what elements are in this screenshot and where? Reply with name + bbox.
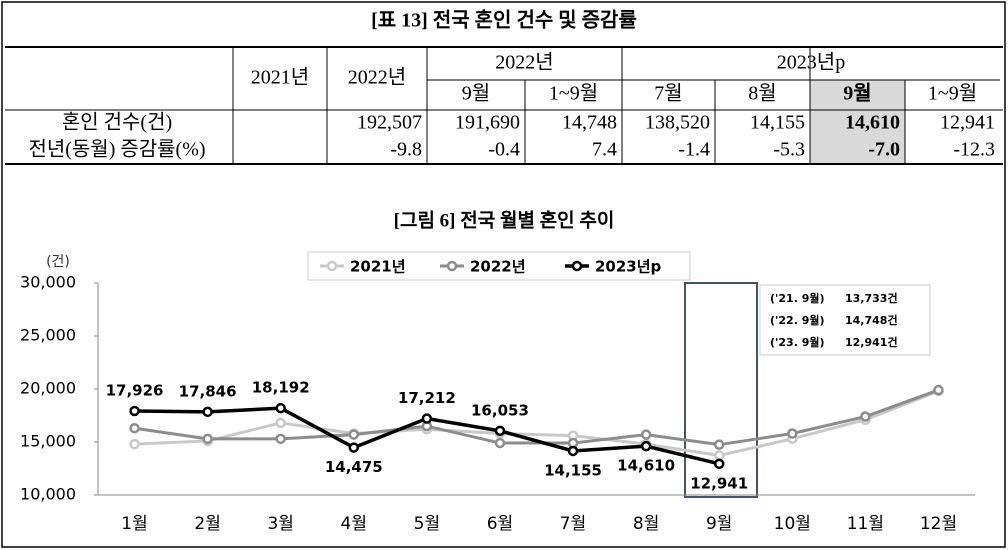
table-cell: 7.4: [592, 139, 617, 161]
table-cell: 191,690: [455, 112, 520, 134]
x-tick-label: 2월: [194, 514, 220, 534]
data-label: 17,846: [179, 382, 237, 400]
table-cell: -5.3: [773, 139, 805, 161]
data-label: 18,192: [252, 379, 310, 397]
data-label: 14,155: [544, 461, 602, 479]
data-label: 14,475: [325, 458, 383, 476]
annotation-label: ('22. 9월): [770, 313, 825, 327]
table-cell: 138,520: [645, 112, 710, 134]
annotation-label: ('21. 9월): [770, 291, 825, 305]
data-point: [275, 417, 286, 429]
month-header: 7월: [654, 82, 682, 105]
data-point: [129, 422, 140, 434]
table-cell: 14,610: [845, 112, 900, 134]
data-point: [202, 433, 213, 445]
x-tick-label: 4월: [341, 514, 367, 534]
y-tick-label: 15,000: [20, 432, 76, 451]
data-point: [494, 437, 506, 449]
annotation-label: ('23. 9월): [770, 335, 825, 349]
data-label: 16,053: [471, 401, 529, 419]
month-header: 1~9월: [549, 82, 598, 105]
x-tick-label: 6월: [487, 514, 513, 534]
data-point: [421, 413, 433, 424]
x-tick-label: 10월: [774, 514, 811, 534]
data-point: [275, 433, 286, 445]
column-header: 2021년: [251, 66, 309, 89]
data-point: [860, 411, 871, 422]
data-point: [129, 405, 140, 417]
table-cell: -12.3: [953, 139, 995, 161]
data-point: [640, 429, 652, 440]
month-header: 8월: [748, 82, 776, 105]
x-tick-label: 12월: [920, 514, 957, 534]
data-point: [348, 442, 360, 453]
data-label: 12,941: [690, 474, 748, 492]
table-cell: -0.4: [488, 139, 520, 161]
legend-marker: [571, 260, 583, 272]
group-header: 2022년: [495, 51, 553, 74]
data-point: [713, 458, 725, 470]
legend-marker: [326, 260, 338, 272]
data-point: [275, 402, 286, 414]
data-point: [933, 384, 944, 396]
table-cell: -1.4: [678, 139, 710, 161]
legend-label: 2021년: [350, 258, 406, 276]
data-point: [348, 429, 360, 440]
y-tick-label: 30,000: [20, 273, 76, 292]
x-tick-label: 3월: [267, 514, 293, 534]
column-header: 2022년: [348, 66, 406, 89]
x-tick-label: 7월: [560, 514, 586, 534]
y-tick-label: 10,000: [20, 485, 76, 504]
data-label: 17,926: [106, 381, 164, 399]
series-line: [134, 389, 940, 457]
group-header: 2023년p: [777, 51, 845, 74]
y-tick-label: 20,000: [20, 379, 76, 398]
data-point: [202, 406, 213, 418]
data-point: [494, 425, 506, 437]
series-line: [134, 388, 939, 447]
data-point: [640, 440, 652, 452]
highlight-box: [684, 282, 758, 498]
legend-label: 2022년: [470, 258, 526, 276]
annotation-value: 12,941건: [845, 335, 898, 349]
y-axis-label: (건): [46, 254, 70, 270]
annotation-box: [759, 284, 931, 356]
table-cell: -7.0: [868, 139, 900, 161]
annotation-value: 14,748건: [845, 313, 898, 327]
table-cell: -9.8: [390, 139, 422, 161]
data-point: [129, 438, 140, 450]
month-header: 9월: [843, 82, 871, 105]
table-cell: 14,155: [750, 112, 805, 134]
data-point: [567, 445, 579, 457]
highlight-cell: [810, 80, 905, 163]
row-label: 혼인 건수(건): [62, 111, 172, 134]
data-point: [713, 450, 725, 461]
x-tick-label: 1월: [121, 514, 147, 534]
data-label: 14,610: [617, 457, 675, 475]
legend-label: 2023년p: [595, 258, 662, 276]
table-cell: 14,748: [562, 112, 617, 134]
table-title: [표 13] 전국 혼인 건수 및 증감률: [371, 9, 637, 32]
month-header: 9월: [462, 82, 490, 105]
data-point: [787, 428, 798, 439]
row-label: 전년(동월) 증감률(%): [28, 138, 205, 161]
legend-marker: [446, 260, 458, 272]
month-header: 1~9월: [928, 82, 977, 105]
data-label: 17,212: [398, 389, 456, 407]
y-tick-label: 25,000: [20, 326, 76, 345]
x-tick-label: 5월: [414, 514, 440, 534]
table-cell: 12,941: [940, 112, 995, 134]
legend-box: [307, 251, 691, 281]
table-cell: 192,507: [357, 112, 422, 134]
annotation-value: 13,733건: [845, 291, 898, 305]
x-tick-label: 9월: [706, 514, 732, 534]
x-tick-label: 8월: [633, 514, 659, 534]
chart-title: [그림 6] 전국 월별 혼인 추이: [394, 208, 615, 231]
data-point: [713, 439, 725, 450]
x-tick-label: 11월: [847, 514, 884, 534]
